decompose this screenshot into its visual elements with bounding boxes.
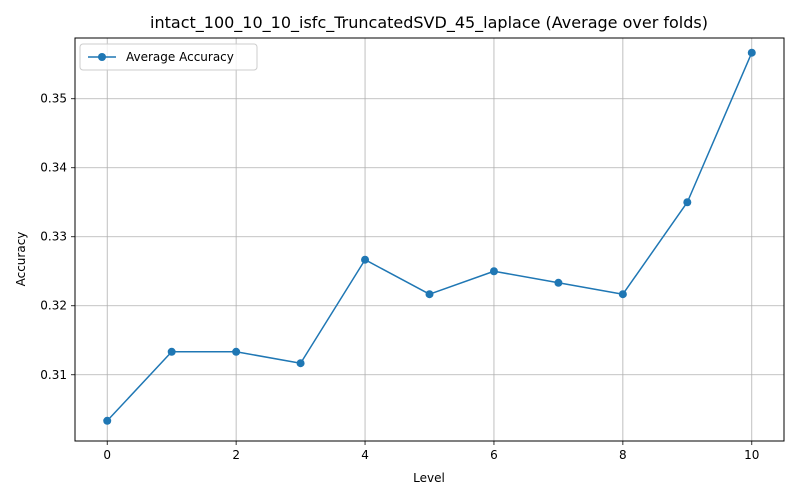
- x-tick-label: 0: [103, 448, 111, 462]
- data-point: [683, 198, 692, 207]
- data-point: [296, 359, 305, 368]
- data-point: [361, 255, 370, 264]
- legend-box: [79, 43, 258, 71]
- chart-title: intact_100_10_10_isfc_TruncatedSVD_45_la…: [150, 13, 708, 33]
- series-layer: [103, 48, 756, 425]
- data-point: [489, 267, 498, 276]
- data-point: [167, 347, 176, 356]
- y-tick-label: 0.31: [40, 368, 67, 382]
- legend-entry-average-accuracy: Average Accuracy: [126, 50, 234, 64]
- data-point: [425, 290, 434, 299]
- tick-layer: 0 2 4 6 8 10 0.31 0.32 0.33 0.34 0.35: [40, 92, 759, 462]
- x-tick-label: 10: [744, 448, 759, 462]
- x-tick-label: 4: [361, 448, 369, 462]
- data-point: [618, 290, 627, 299]
- plot-frame: [74, 37, 785, 442]
- x-tick-label: 2: [232, 448, 240, 462]
- grid-layer: [75, 38, 784, 441]
- x-tick-label: 8: [619, 448, 627, 462]
- data-point: [103, 416, 112, 425]
- y-tick-label: 0.33: [40, 230, 67, 244]
- y-tick-label: 0.32: [40, 299, 67, 313]
- y-tick-label: 0.34: [40, 161, 67, 175]
- x-axis-label: Level: [413, 471, 445, 485]
- legend: Average Accuracy: [79, 43, 258, 71]
- data-point: [747, 48, 756, 57]
- y-axis-label: Accuracy: [14, 232, 28, 287]
- data-point: [232, 347, 241, 356]
- legend-marker-icon: [98, 53, 106, 61]
- data-point: [554, 278, 563, 287]
- x-tick-label: 6: [490, 448, 498, 462]
- y-tick-label: 0.35: [40, 92, 67, 106]
